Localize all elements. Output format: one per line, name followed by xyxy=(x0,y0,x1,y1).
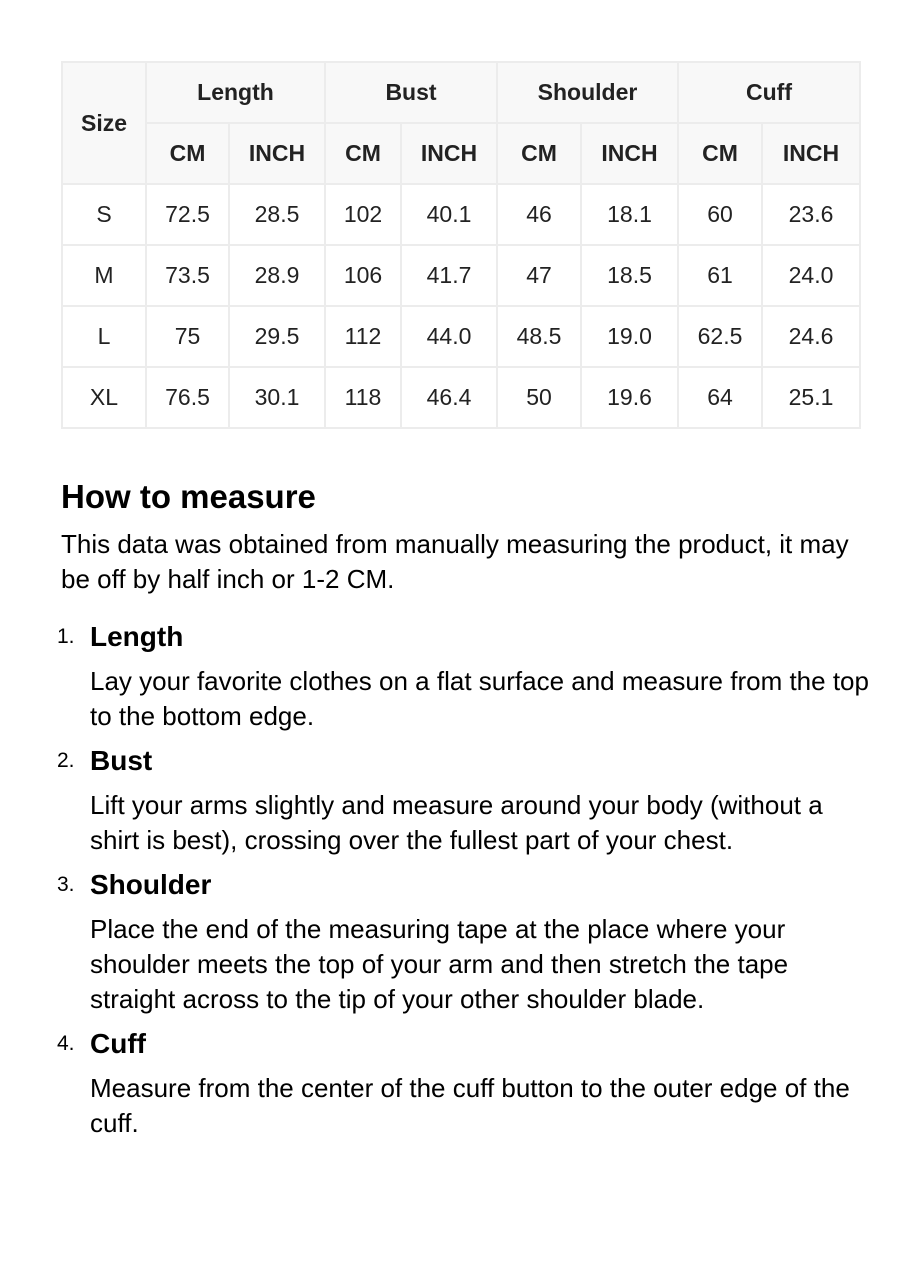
table-row: S 72.5 28.5 102 40.1 46 18.1 60 23.6 xyxy=(61,183,861,246)
value-cell: 72.5 xyxy=(145,183,230,246)
size-cell: S xyxy=(61,183,147,246)
unit-header: CM xyxy=(324,122,402,185)
value-cell: 106 xyxy=(324,244,402,307)
unit-header: INCH xyxy=(761,122,861,185)
size-cell: L xyxy=(61,305,147,368)
value-cell: 29.5 xyxy=(228,305,326,368)
table-row: M 73.5 28.9 106 41.7 47 18.5 61 24.0 xyxy=(61,244,861,307)
item-number: 2. xyxy=(57,749,75,772)
list-item: 2. Bust Lift your arms slightly and measur… xyxy=(57,741,871,858)
group-header-bust: Bust xyxy=(324,61,498,124)
group-header-shoulder: Shoulder xyxy=(496,61,679,124)
value-cell: 64 xyxy=(677,366,763,429)
value-cell: 28.9 xyxy=(228,244,326,307)
guide-intro: This data was obtained from manually mea… xyxy=(61,529,849,594)
value-cell: 40.1 xyxy=(400,183,498,246)
value-cell: 61 xyxy=(677,244,763,307)
size-header: Size xyxy=(61,61,147,185)
value-cell: 75 xyxy=(145,305,230,368)
value-cell: 76.5 xyxy=(145,366,230,429)
value-cell: 18.1 xyxy=(580,183,679,246)
list-item: 4. Cuff Measure from the center of the cuf… xyxy=(57,1024,871,1141)
unit-header: INCH xyxy=(400,122,498,185)
table-row: L 75 29.5 112 44.0 48.5 19.0 62.5 24.6 xyxy=(61,305,861,368)
item-desc: Place the end of the measuring tape at t… xyxy=(90,914,789,1014)
value-cell: 102 xyxy=(324,183,402,246)
value-cell: 19.0 xyxy=(580,305,679,368)
value-cell: 62.5 xyxy=(677,305,763,368)
value-cell: 46.4 xyxy=(400,366,498,429)
group-header-cuff: Cuff xyxy=(677,61,861,124)
value-cell: 48.5 xyxy=(496,305,582,368)
list-item: 1. Length Lay your favorite clothes on a f… xyxy=(57,617,871,734)
table-header-row: Size Length Bust Shoulder Cuff xyxy=(61,61,861,185)
value-cell: 50 xyxy=(496,366,582,429)
item-number: 4. xyxy=(57,1032,75,1055)
value-cell: 30.1 xyxy=(228,366,326,429)
value-cell: 112 xyxy=(324,305,402,368)
unit-header: INCH xyxy=(580,122,679,185)
item-number: 1. xyxy=(57,625,75,648)
unit-header: INCH xyxy=(228,122,326,185)
size-cell: XL xyxy=(61,366,147,429)
table-row: XL 76.5 30.1 118 46.4 50 19.6 64 25.1 xyxy=(61,366,861,429)
unit-header: CM xyxy=(145,122,230,185)
value-cell: 25.1 xyxy=(761,366,861,429)
item-number: 3. xyxy=(57,873,75,896)
value-cell: 28.5 xyxy=(228,183,326,246)
size-cell: M xyxy=(61,244,147,307)
measure-guide: How to measure This data was obtained fr… xyxy=(57,477,871,1148)
value-cell: 44.0 xyxy=(400,305,498,368)
value-cell: 24.0 xyxy=(761,244,861,307)
measure-steps-list: 1. Length Lay your favorite clothes on a f… xyxy=(57,617,871,1141)
value-cell: 19.6 xyxy=(580,366,679,429)
value-cell: 73.5 xyxy=(145,244,230,307)
item-title: Length xyxy=(90,621,184,652)
unit-header: CM xyxy=(677,122,763,185)
value-cell: 18.5 xyxy=(580,244,679,307)
list-item: 3. Shoulder Place the end of the measuring… xyxy=(57,865,871,1017)
unit-header: CM xyxy=(496,122,582,185)
item-desc: Measure from the center of the cuff butt… xyxy=(90,1073,850,1138)
guide-heading: How to measure xyxy=(61,478,316,515)
item-title: Shoulder xyxy=(90,869,212,900)
value-cell: 46 xyxy=(496,183,582,246)
item-title: Cuff xyxy=(90,1028,146,1059)
item-desc: Lift your arms slightly and measure arou… xyxy=(90,790,823,855)
size-chart-table: Size Length Bust Shoulder Cuff CM INCH C… xyxy=(61,61,861,429)
value-cell: 23.6 xyxy=(761,183,861,246)
value-cell: 41.7 xyxy=(400,244,498,307)
table-unit-row: CM INCH CM INCH CM INCH CM INCH xyxy=(62,122,861,185)
value-cell: 24.6 xyxy=(761,305,861,368)
value-cell: 47 xyxy=(496,244,582,307)
value-cell: 118 xyxy=(324,366,402,429)
item-desc: Lay your favorite clothes on a flat surf… xyxy=(90,666,869,731)
value-cell: 60 xyxy=(677,183,763,246)
item-title: Bust xyxy=(90,745,153,776)
group-header-length: Length xyxy=(145,61,326,124)
